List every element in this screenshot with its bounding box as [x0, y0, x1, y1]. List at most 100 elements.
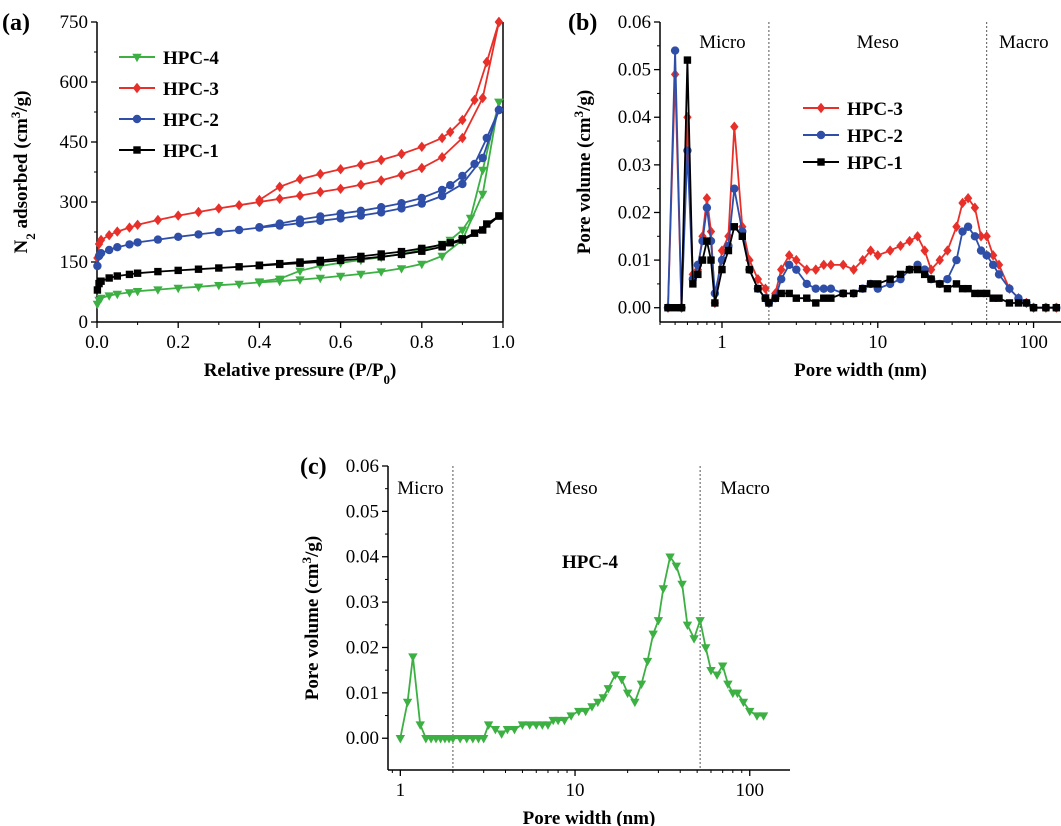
data-point	[964, 284, 972, 293]
data-point	[994, 270, 1004, 279]
data-point	[866, 245, 875, 256]
data-point	[494, 105, 504, 115]
x-tick-label: 0.4	[248, 332, 272, 353]
data-point	[458, 132, 467, 144]
data-point	[858, 284, 867, 293]
data-point	[905, 235, 914, 247]
data-point	[356, 159, 366, 170]
data-point	[154, 267, 162, 276]
data-point	[630, 698, 640, 708]
data-point	[738, 232, 746, 240]
data-point	[417, 141, 426, 152]
y-tick-label: 450	[60, 132, 89, 153]
data-point	[531, 721, 541, 730]
data-point	[295, 215, 305, 224]
data-point	[214, 227, 223, 237]
y-tick-label: 0.03	[618, 155, 651, 176]
y-axis-label-part: /g)	[302, 536, 323, 558]
data-point	[153, 214, 163, 226]
series-annotation: HPC-4	[562, 552, 618, 573]
y-tick-label: 0.05	[346, 501, 379, 522]
data-point	[397, 247, 406, 256]
data-point	[524, 721, 535, 730]
data-point	[603, 685, 613, 694]
data-point	[927, 275, 935, 283]
legend-marker	[132, 114, 142, 124]
data-point	[566, 712, 576, 721]
data-point	[132, 288, 143, 297]
y-tick-label: 0.06	[618, 12, 651, 33]
legend-item-hpc-3: HPC-3	[119, 79, 219, 100]
data-point	[653, 617, 664, 626]
data-point	[478, 735, 489, 744]
data-point	[96, 294, 106, 304]
data-point	[470, 159, 479, 169]
data-point	[174, 232, 183, 241]
data-point	[712, 671, 722, 680]
data-point	[356, 270, 366, 280]
data-point	[255, 194, 264, 206]
data-point	[316, 212, 325, 221]
data-point	[952, 280, 961, 288]
data-point	[758, 712, 769, 721]
x-tick-label: 1	[396, 780, 406, 801]
data-point	[1005, 284, 1014, 293]
legend-item-hpc-4: HPC-4	[119, 48, 219, 69]
x-axis-label-part: Relative pressure (P/P	[204, 360, 384, 381]
series-hpc-1	[664, 56, 1061, 312]
data-point	[437, 152, 447, 163]
data-point	[658, 585, 668, 594]
y-tick-label: 0.04	[346, 547, 380, 568]
data-point	[977, 289, 985, 298]
data-point	[275, 193, 284, 204]
data-point	[617, 676, 627, 685]
data-point	[730, 184, 739, 193]
x-tick-label: 0.2	[166, 332, 190, 353]
data-point	[479, 226, 487, 234]
x-tick-label: 1	[717, 332, 727, 353]
data-point	[483, 220, 491, 228]
data-point	[234, 200, 244, 211]
data-point	[490, 725, 501, 735]
data-point	[920, 245, 929, 256]
y-tick-label: 600	[60, 72, 89, 93]
data-point	[693, 264, 703, 275]
data-point	[104, 292, 114, 301]
data-point	[812, 299, 820, 307]
data-point	[698, 256, 707, 264]
data-point	[689, 635, 699, 644]
data-point	[465, 214, 476, 224]
data-point	[446, 239, 454, 247]
data-point	[745, 707, 755, 717]
data-point	[295, 190, 305, 201]
data-point	[174, 266, 182, 275]
data-point	[1029, 304, 1038, 312]
data-point	[936, 280, 944, 288]
legend-label: HPC-4	[163, 48, 219, 69]
region-label-micro: Micro	[699, 32, 745, 53]
data-point	[458, 179, 467, 189]
y-tick-label: 0.02	[346, 637, 379, 658]
data-point	[935, 254, 944, 266]
x-tick-label: 10	[566, 780, 585, 801]
data-point	[478, 92, 487, 104]
data-point	[913, 231, 922, 242]
x-tick-label: 1.0	[491, 332, 515, 353]
data-point	[707, 256, 715, 264]
data-point	[943, 245, 952, 256]
data-point	[235, 263, 243, 271]
data-point	[753, 273, 763, 285]
data-point	[963, 222, 973, 231]
data-point	[418, 244, 426, 253]
data-point	[994, 259, 1004, 271]
panel-label: (a)	[2, 10, 30, 36]
data-point	[316, 186, 325, 198]
data-point	[336, 209, 345, 218]
data-point	[417, 193, 426, 203]
data-point	[826, 259, 836, 271]
data-point	[458, 171, 467, 181]
data-point	[446, 181, 455, 190]
data-point	[598, 694, 608, 703]
series-hpc-1	[93, 212, 503, 294]
